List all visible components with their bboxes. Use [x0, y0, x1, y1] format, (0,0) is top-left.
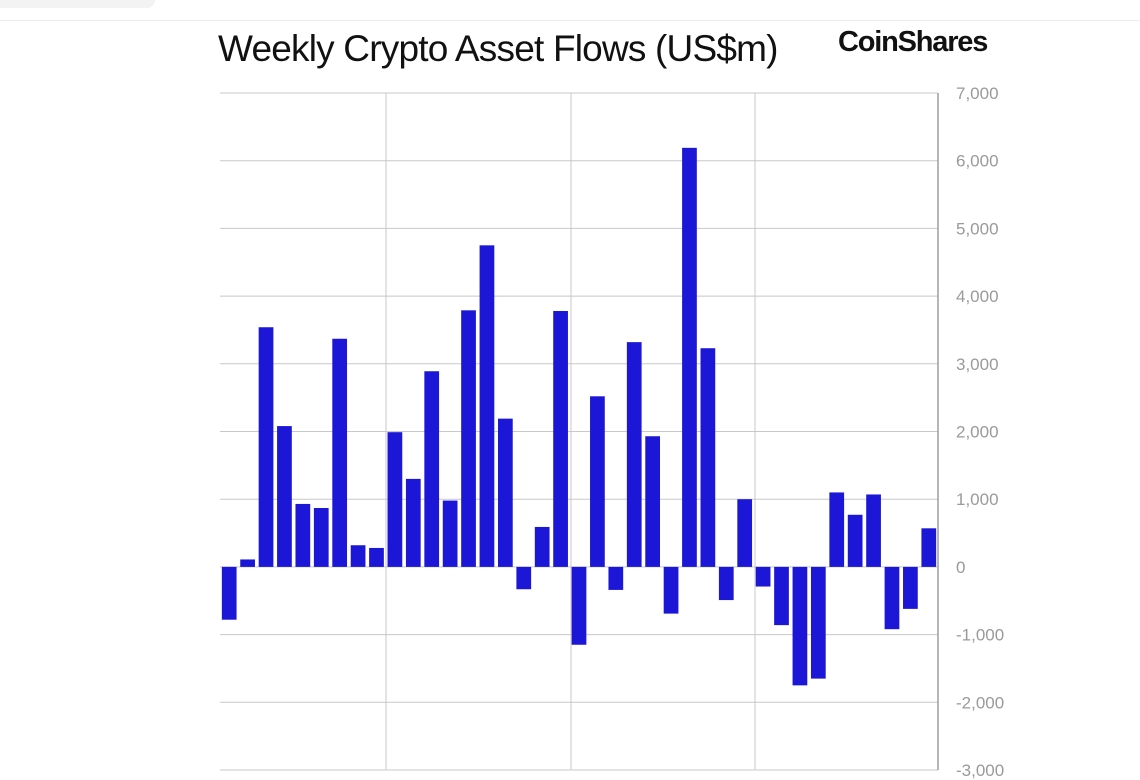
y-tick-label: 0 [956, 558, 965, 577]
bar [590, 396, 605, 567]
bar [829, 492, 845, 567]
bar [682, 147, 697, 567]
bar [921, 528, 937, 567]
bar [387, 432, 403, 567]
y-tick-label: 7,000 [956, 84, 999, 103]
bar [405, 478, 421, 567]
bar [884, 566, 900, 630]
bar [240, 559, 255, 567]
bar [369, 547, 384, 567]
bar [847, 514, 863, 567]
bar [608, 566, 624, 590]
y-tick-label: 1,000 [956, 490, 999, 509]
bar [258, 327, 274, 567]
bar [718, 566, 734, 601]
bar [350, 545, 366, 567]
bar [866, 494, 881, 567]
bar [645, 436, 661, 567]
bar [553, 310, 568, 567]
bar [461, 310, 476, 567]
bar [516, 566, 532, 590]
y-tick-label: -3,000 [956, 761, 1004, 780]
bar [663, 566, 679, 614]
bar [810, 566, 826, 679]
y-tick-label: 3,000 [956, 355, 999, 374]
bar [737, 499, 753, 567]
browser-tab[interactable] [0, 0, 155, 8]
y-tick-label: 6,000 [956, 152, 999, 171]
bar [534, 526, 550, 567]
bar [626, 342, 642, 567]
bar [774, 566, 789, 626]
chart-title: Weekly Crypto Asset Flows (US$m) [218, 28, 778, 69]
top-strip [0, 0, 1140, 21]
bar [903, 566, 918, 609]
bar [700, 348, 716, 567]
bar [332, 338, 348, 567]
coinshares-logo: CoinShares [838, 26, 988, 58]
y-tick-label: 5,000 [956, 219, 999, 238]
bar [313, 508, 329, 567]
bar [479, 245, 495, 567]
bar [277, 426, 292, 567]
bar [792, 566, 808, 686]
y-tick-label: 2,000 [956, 423, 999, 442]
bar [755, 566, 771, 587]
y-tick-label: -2,000 [956, 693, 1004, 712]
bar [221, 566, 237, 620]
bar [571, 566, 587, 645]
bar [497, 418, 513, 567]
y-tick-label: 4,000 [956, 287, 999, 306]
y-tick-label: -1,000 [956, 626, 1004, 645]
bar [295, 503, 311, 567]
grid-layer [220, 92, 938, 771]
bar [424, 371, 440, 567]
axis-layer: 7,000 6,000 5,000 4,000 3,000 2,000 1,000 0 -1,0… [937, 84, 1004, 780]
bars-layer [221, 147, 937, 686]
bar [442, 500, 458, 567]
